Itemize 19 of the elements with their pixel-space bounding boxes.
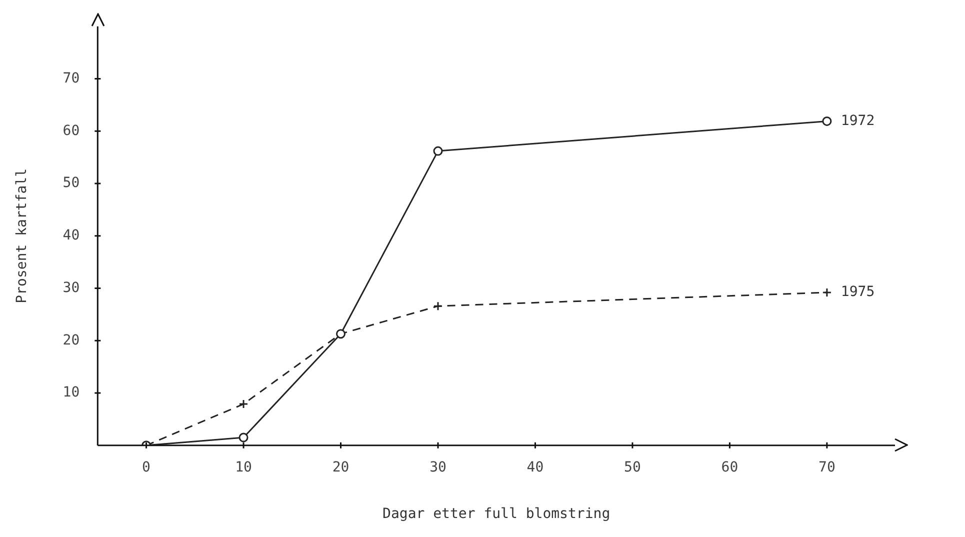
y-tick-label: 30 — [62, 280, 80, 296]
y-tick-label: 40 — [62, 228, 80, 244]
y-tick-label: 20 — [62, 332, 80, 348]
x-axis-title: Dagar etter full blomstring — [382, 506, 610, 522]
series-label: 1975 — [840, 284, 875, 300]
y-tick-label: 10 — [62, 384, 80, 401]
y-tick-label: 70 — [62, 70, 80, 86]
y-tick-label: 60 — [62, 122, 80, 139]
x-tick-label: 30 — [430, 459, 446, 476]
x-tick-label: 20 — [332, 459, 350, 476]
x-tick-label: 50 — [624, 459, 641, 476]
y-axis-title: Prosent kartfall — [14, 168, 30, 304]
x-tick-label: 40 — [526, 459, 544, 476]
x-tick-label: 60 — [721, 459, 738, 476]
series-label: 1972 — [840, 112, 875, 129]
x-tick-label: 10 — [235, 459, 252, 476]
y-tick-label: 50 — [62, 175, 80, 192]
x-tick-label: 0 — [142, 459, 150, 476]
x-tick-label: 70 — [818, 459, 836, 476]
